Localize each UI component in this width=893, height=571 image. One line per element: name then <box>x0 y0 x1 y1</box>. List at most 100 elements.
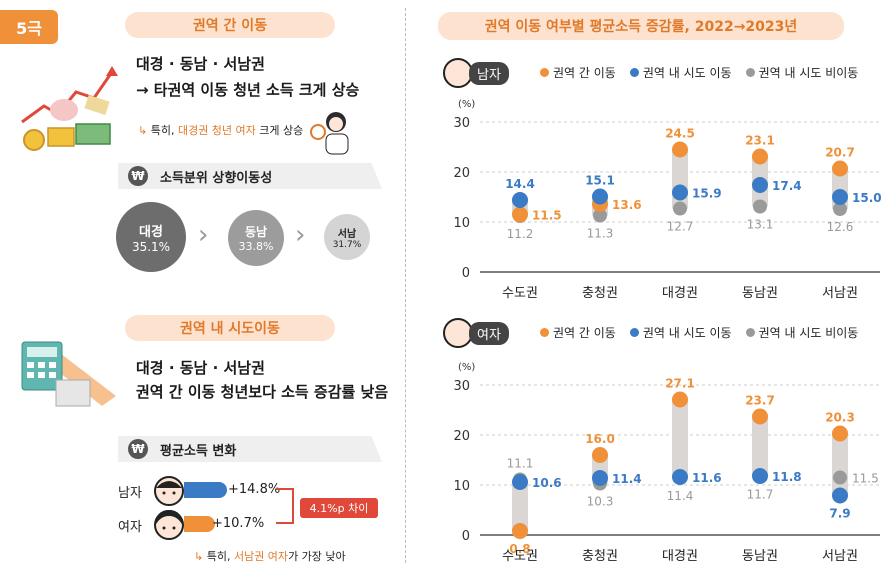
male-label: 남자 <box>118 486 142 501</box>
x-tick-label: 동남권 <box>742 549 778 564</box>
data-label: 10.3 <box>587 495 614 509</box>
won-icon: ₩ <box>128 439 148 459</box>
woman-illustration <box>306 108 356 156</box>
legend-inter: 권역 간 이동 <box>540 324 616 341</box>
average-income-label: 평균소득 변화 <box>160 443 237 459</box>
upward-mobility-label: 소득분위 상향이동성 <box>160 170 273 186</box>
data-point <box>752 468 768 484</box>
data-label: 11.4 <box>612 472 642 486</box>
arrow-hook-icon: ↳ <box>138 124 148 137</box>
data-label: 23.1 <box>745 134 775 148</box>
data-point <box>592 447 608 463</box>
won-icon: ₩ <box>128 166 148 186</box>
x-tick-label: 수도권 <box>502 549 538 564</box>
data-label: 15.1 <box>585 174 615 188</box>
money-illustration <box>14 62 124 154</box>
data-point <box>512 474 528 490</box>
male-value: +14.8% <box>228 482 281 497</box>
y-unit-label: (%) <box>458 99 475 110</box>
data-label: 11.7 <box>747 488 774 502</box>
arrow-hook-icon: ↳ <box>194 550 204 563</box>
male-chart-header: 남자 <box>443 58 509 88</box>
data-label: 11.4 <box>667 489 694 503</box>
range-bar <box>672 399 688 478</box>
data-point <box>593 208 607 223</box>
data-point <box>832 487 848 504</box>
gap-bracket <box>276 488 294 524</box>
female-face-icon <box>152 508 186 546</box>
data-label: 17.4 <box>772 179 802 193</box>
data-label: 27.1 <box>665 377 695 391</box>
data-point <box>752 148 768 165</box>
chevron-right-icon: › <box>295 220 306 250</box>
section1-pill: 권역 간 이동 <box>125 12 335 38</box>
y-tick-label: 20 <box>453 166 470 181</box>
y-tick-label: 30 <box>453 116 470 131</box>
data-point <box>592 470 608 486</box>
data-point <box>672 391 688 408</box>
data-label: 11.8 <box>772 470 802 484</box>
x-tick-label: 수도권 <box>502 286 538 301</box>
female-chart-header: 여자 <box>443 318 509 348</box>
y-tick-label: 10 <box>453 216 470 231</box>
data-point <box>752 408 768 425</box>
data-point <box>833 202 847 216</box>
data-label: 11.2 <box>507 227 534 241</box>
y-tick-label: 0 <box>462 266 470 281</box>
x-tick-label: 충청권 <box>582 549 618 564</box>
section1-headline-2: → 타권역 이동 청년 소득 크게 상승 <box>136 81 360 99</box>
data-point <box>672 141 688 158</box>
data-point <box>752 177 768 193</box>
data-point <box>832 160 848 177</box>
data-point <box>832 189 848 205</box>
data-point <box>512 523 528 539</box>
male-income-bar <box>184 482 227 498</box>
data-label: 7.9 <box>829 507 850 521</box>
data-point <box>672 469 688 485</box>
average-income-bar: ₩ 평균소득 변화 <box>118 436 382 462</box>
x-tick-label: 대경권 <box>662 286 698 301</box>
data-label: 20.3 <box>825 411 855 425</box>
data-point <box>672 184 688 201</box>
data-label: 11.1 <box>507 457 534 471</box>
data-label: 12.6 <box>827 220 854 234</box>
data-label: 13.1 <box>747 218 774 232</box>
chart-title: 권역 이동 여부별 평균소득 증감률, 2022→2023년 <box>438 12 844 40</box>
male-face-icon <box>152 474 186 512</box>
chevron-right-icon: › <box>198 220 209 250</box>
x-tick-label: 서남권 <box>822 286 858 301</box>
data-point <box>512 192 528 208</box>
y-tick-label: 30 <box>453 379 470 394</box>
section2-headline-2: 권역 간 이동 청년보다 소득 증감률 낮음 <box>136 383 389 401</box>
section-divider <box>405 8 406 563</box>
data-label: 11.3 <box>587 227 614 241</box>
region-badge: 5극 <box>0 10 58 44</box>
male-legend: 권역 간 이동 권역 내 시도 이동 권역 내 시도 비이동 <box>540 64 858 81</box>
data-label: 23.7 <box>745 394 775 408</box>
section1-note: ↳ 특히, 대경권 청년 여자 크게 상승 <box>138 124 304 137</box>
legend-intra: 권역 내 시도 이동 <box>629 324 732 341</box>
y-unit-label: (%) <box>458 362 475 373</box>
x-tick-label: 동남권 <box>742 286 778 301</box>
section2-note: ↳ 특히, 서남권 여자가 가장 낮아 <box>194 550 346 563</box>
y-tick-label: 10 <box>453 479 470 494</box>
y-tick-label: 20 <box>453 429 470 444</box>
data-point <box>833 470 847 485</box>
female-value: +10.7% <box>212 516 265 531</box>
data-label: 20.7 <box>825 146 855 160</box>
data-point <box>592 188 608 205</box>
data-label: 12.7 <box>667 220 694 234</box>
gap-badge: 4.1%p 차이 <box>300 498 378 518</box>
data-label: 10.6 <box>532 476 562 490</box>
data-label: 0.8 <box>509 542 530 556</box>
section1-headline-1: 대경 · 동남 · 서남권 <box>136 55 265 73</box>
data-point <box>512 206 528 223</box>
range-bar <box>832 433 848 496</box>
male-chart-label: 남자 <box>469 61 509 85</box>
data-label: 13.6 <box>612 198 642 212</box>
data-label: 15.0 <box>852 191 882 205</box>
data-label: 11.5 <box>852 472 879 486</box>
circle-seonam: 서남 31.7% <box>324 214 370 260</box>
data-label: 11.5 <box>532 209 562 223</box>
x-tick-label: 충청권 <box>582 286 618 301</box>
